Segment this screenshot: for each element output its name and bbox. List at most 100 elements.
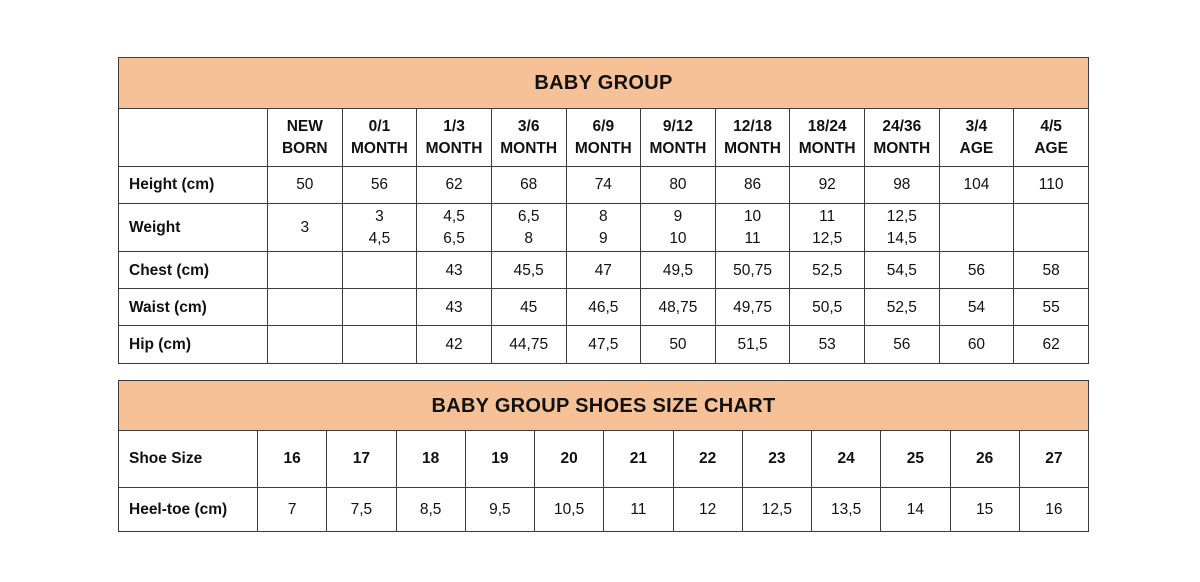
value-cell: 54: [938, 288, 1015, 327]
value-cell: 43: [416, 288, 492, 327]
value-cell: 20: [533, 430, 605, 488]
value-cell: 45: [490, 288, 567, 327]
value-cell: 48,75: [640, 288, 716, 327]
value-cell: 43: [416, 251, 492, 290]
value-cell: 15: [949, 487, 1020, 532]
value-cell: 46,5: [565, 288, 642, 327]
value-cell: 11: [603, 487, 674, 532]
value-cell: 4,5 6,5: [416, 202, 492, 253]
column-header: 18/24 MONTH: [789, 108, 865, 167]
value-cell: 10 11: [714, 202, 791, 253]
baby-group-size-table: BABY GROUP NEW BORN 0/1 MONTH 1/3 MONTH 3/6…: [118, 57, 1089, 365]
table-row: Hip (cm) 42 44,75 47,5 50 51,5 53 56 60 62: [118, 325, 1089, 365]
value-cell: 56: [864, 325, 940, 365]
value-cell: 51,5: [714, 325, 791, 365]
value-cell: 27: [1018, 430, 1090, 488]
value-cell: 12,5: [741, 487, 813, 532]
corner-cell: [118, 108, 268, 167]
shoes-size-table: BABY GROUP SHOES SIZE CHART Shoe Size 16 1…: [118, 380, 1090, 532]
row-label: Heel-toe (cm): [118, 487, 258, 532]
column-header: 1/3 MONTH: [416, 108, 492, 167]
value-cell: 47: [565, 251, 642, 290]
value-cell: 17: [326, 430, 397, 488]
value-cell: 74: [565, 166, 642, 204]
shoes-table-title: BABY GROUP SHOES SIZE CHART: [118, 380, 1089, 431]
value-cell: 8 9: [565, 202, 642, 253]
value-cell: 14: [880, 487, 951, 532]
column-header: 12/18 MONTH: [714, 108, 791, 167]
value-cell: 6,5 8: [490, 202, 567, 253]
row-label: Shoe Size: [118, 430, 258, 488]
value-cell: 19: [464, 430, 536, 488]
value-cell: 62: [416, 166, 492, 204]
value-cell: 54,5: [864, 251, 940, 290]
shoes-table-body: Shoe Size 16 17 18 19 20 21 22 23 24 25 26 27 Heel-to…: [118, 430, 1090, 532]
value-cell: 62: [1013, 325, 1089, 365]
value-cell: 56: [341, 166, 418, 204]
value-cell: 9,5: [464, 487, 536, 532]
value-cell: 80: [640, 166, 716, 204]
value-cell: 55: [1013, 288, 1089, 327]
value-cell: 26: [949, 430, 1020, 488]
value-cell: [267, 288, 343, 327]
value-cell: 42: [416, 325, 492, 365]
value-cell: 12: [672, 487, 743, 532]
column-header: 24/36 MONTH: [864, 108, 940, 167]
value-cell: [267, 251, 343, 290]
baby-group-title: BABY GROUP: [118, 57, 1089, 109]
column-header: 3/4 AGE: [938, 108, 1015, 167]
column-header: 6/9 MONTH: [565, 108, 642, 167]
value-cell: 50,75: [714, 251, 791, 290]
row-label: Chest (cm): [118, 251, 268, 290]
value-cell: 44,75: [490, 325, 567, 365]
value-cell: 49,75: [714, 288, 791, 327]
value-cell: 52,5: [789, 251, 865, 290]
value-cell: 52,5: [864, 288, 940, 327]
value-cell: 104: [938, 166, 1015, 204]
value-cell: 68: [490, 166, 567, 204]
value-cell: 47,5: [565, 325, 642, 365]
row-label: Waist (cm): [118, 288, 268, 327]
value-cell: 13,5: [810, 487, 882, 532]
value-cell: 10,5: [533, 487, 605, 532]
value-cell: [1013, 202, 1089, 253]
value-cell: [341, 251, 418, 290]
value-cell: [267, 325, 343, 365]
value-cell: 9 10: [640, 202, 716, 253]
row-label: Height (cm): [118, 166, 268, 204]
baby-group-title-row: BABY GROUP: [118, 57, 1089, 109]
column-header: 3/6 MONTH: [490, 108, 567, 167]
value-cell: [938, 202, 1015, 253]
value-cell: 12,5 14,5: [864, 202, 940, 253]
column-header-row: NEW BORN 0/1 MONTH 1/3 MONTH 3/6 MONTH 6/9 M…: [118, 108, 1089, 167]
value-cell: 110: [1013, 166, 1089, 204]
value-cell: 7,5: [326, 487, 397, 532]
baby-group-table-body: NEW BORN 0/1 MONTH 1/3 MONTH 3/6 MONTH 6/9 M…: [118, 108, 1089, 365]
value-cell: [341, 325, 418, 365]
value-cell: 49,5: [640, 251, 716, 290]
row-label: Hip (cm): [118, 325, 268, 365]
value-cell: 18: [395, 430, 466, 488]
value-cell: 50: [640, 325, 716, 365]
column-header: NEW BORN: [267, 108, 343, 167]
column-header: 0/1 MONTH: [341, 108, 418, 167]
value-cell: 16: [1018, 487, 1090, 532]
value-cell: 24: [810, 430, 882, 488]
value-cell: 86: [714, 166, 791, 204]
value-cell: 25: [880, 430, 951, 488]
value-cell: 50: [267, 166, 343, 204]
table-row: Chest (cm) 43 45,5 47 49,5 50,75 52,5 54,5 56 58: [118, 251, 1089, 290]
value-cell: 98: [864, 166, 940, 204]
value-cell: 45,5: [490, 251, 567, 290]
table-row: Waist (cm) 43 45 46,5 48,75 49,75 50,5 52,5 54 55: [118, 288, 1089, 327]
row-label: Weight: [118, 202, 268, 253]
value-cell: 23: [741, 430, 813, 488]
value-cell: 92: [789, 166, 865, 204]
value-cell: 56: [938, 251, 1015, 290]
value-cell: 7: [256, 487, 328, 532]
value-cell: 53: [789, 325, 865, 365]
value-cell: 3: [267, 202, 343, 253]
table-row: Heel-toe (cm) 7 7,5 8,5 9,5 10,5 11 12 12,5 13,5 1…: [118, 487, 1090, 532]
value-cell: 50,5: [789, 288, 865, 327]
